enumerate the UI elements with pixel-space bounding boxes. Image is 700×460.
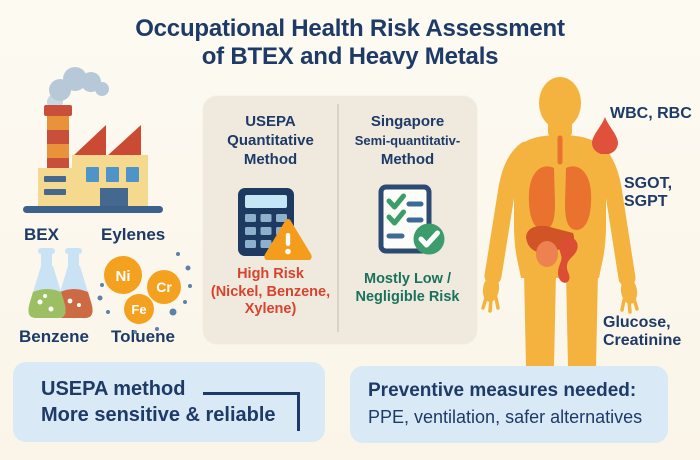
singapore-risk-result: Mostly Low / Negligible Risk xyxy=(338,271,477,306)
usepa-risk-line3: Xylene) xyxy=(244,301,297,317)
usepa-title-line3: Method xyxy=(243,151,298,168)
heavy-metals-icon: Ni Cr Fe xyxy=(97,252,192,334)
label-liver-line2: SGPT xyxy=(624,193,668,210)
conclusion-box-usepa: USEPA method More sensitive & reliable xyxy=(13,362,325,442)
arms xyxy=(484,141,636,287)
building-icon xyxy=(23,125,163,213)
label-eylenes: Eylenes xyxy=(101,225,166,244)
blood-drop-icon xyxy=(592,117,618,154)
left-lung-icon xyxy=(528,166,555,230)
usepa-risk-result: High Risk (Nickel, Benzene, Xylene) xyxy=(201,266,340,319)
label-blood-markers: WBC, RBC xyxy=(610,105,692,122)
label-bex: BEX xyxy=(24,225,59,244)
page-title: Occupational Health Risk Assessment of B… xyxy=(0,15,700,71)
singapore-method-title: Singapore Semi-quantitativ- Method xyxy=(339,112,476,169)
chromium-symbol: Cr xyxy=(156,279,172,295)
warning-triangle-icon xyxy=(264,219,312,260)
chromium-circle: Cr xyxy=(147,270,181,304)
fingers xyxy=(481,296,639,314)
usepa-method-title: USEPA Quantitative Method xyxy=(202,112,339,169)
page-title-line1: Occupational Health Risk Assessment xyxy=(135,15,565,42)
check-badge-icon xyxy=(413,223,445,255)
singapore-title-line1: Singapore xyxy=(370,113,445,130)
intestine-icon xyxy=(558,237,578,283)
singapore-risk-line1: Mostly Low / xyxy=(364,271,451,287)
kidney-icon xyxy=(536,241,558,267)
conclusion-box-prevention: Preventive measures needed: PPE, ventila… xyxy=(350,366,668,443)
nickel-circle: Ni xyxy=(104,256,142,294)
usepa-title-line1: USEPA xyxy=(245,113,296,130)
conclusion-prevention-line2: PPE, ventilation, safer alternatives xyxy=(368,407,643,427)
usepa-title-line2: Quantitative xyxy=(227,132,314,149)
particle-dots xyxy=(97,252,192,334)
label-kidney-line1: Glucose, xyxy=(603,314,671,331)
label-benzene: Benzene xyxy=(19,327,89,346)
conclusion-prevention-line1: Preventive measures needed: xyxy=(368,380,637,401)
checklist-check-icon xyxy=(378,184,445,255)
calculator-warning-icon xyxy=(238,188,312,260)
hands xyxy=(482,276,638,304)
iron-symbol: Fe xyxy=(131,302,146,317)
conclusion-usepa-line2: More sensitive & reliable xyxy=(41,404,276,426)
flask-left-icon xyxy=(28,248,66,318)
smoke-icon xyxy=(47,67,109,110)
singapore-risk-line2: Negligible Risk xyxy=(355,288,460,305)
bracket-line xyxy=(203,392,300,431)
iron-circle: Fe xyxy=(124,294,154,324)
nickel-symbol: Ni xyxy=(116,268,131,285)
label-toluene: Toluene xyxy=(111,327,175,346)
singapore-title-line3: Method xyxy=(380,151,435,168)
label-kidney-line2: Creatinine xyxy=(603,332,682,349)
panel-divider xyxy=(337,104,339,332)
usepa-risk-line1: High Risk xyxy=(237,266,304,282)
factory-icon xyxy=(23,67,163,213)
singapore-title-line2: Semi-quantitativ- xyxy=(354,133,461,148)
organs xyxy=(526,135,592,283)
usepa-risk-line2: (Nickel, Benzene, xyxy=(210,283,331,300)
label-liver-markers: SGOT, SGPT xyxy=(624,175,672,211)
right-lung-icon xyxy=(565,166,592,230)
human-body-icon xyxy=(481,77,639,367)
chemical-flasks-icon xyxy=(28,248,93,318)
page-title-line2: of BTEX and Heavy Metals xyxy=(201,43,499,70)
chimney-icon xyxy=(44,105,72,172)
conclusion-usepa-line1: USEPA method xyxy=(41,378,186,400)
label-kidney-markers: Glucose, Creatinine xyxy=(603,314,681,350)
label-liver-line1: SGOT, xyxy=(624,175,673,192)
